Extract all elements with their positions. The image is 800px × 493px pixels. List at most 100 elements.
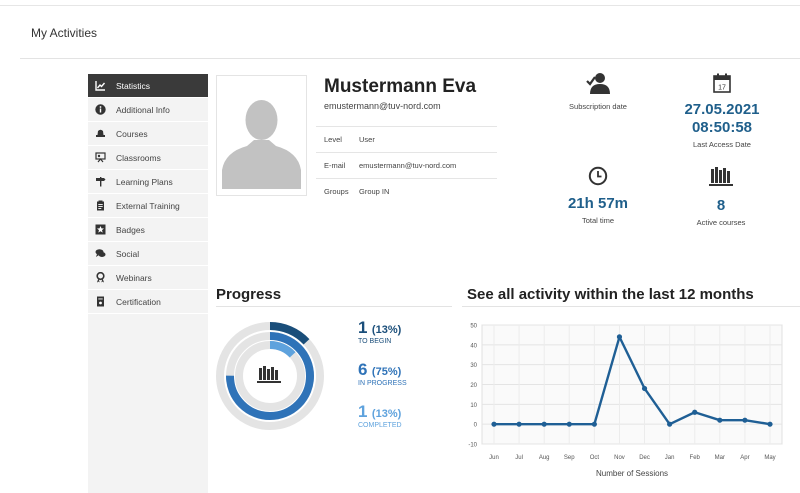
x-tick-label: Aug: [539, 455, 550, 461]
donut-arc: [235, 341, 305, 411]
svg-text:17: 17: [718, 85, 726, 92]
data-point: [616, 334, 623, 340]
info-value: Group IN: [359, 187, 390, 196]
stat-subscription-date: Subscription date: [558, 72, 638, 111]
progress-count: 1: [358, 318, 368, 337]
star-icon: [95, 224, 106, 235]
data-point: [767, 421, 773, 427]
ribbon-icon: [95, 272, 106, 283]
profile-info-table: Level User E-mail emustermann@tuv-nord.c…: [316, 126, 497, 204]
series-line: [494, 335, 771, 426]
subscription-label: Subscription date: [569, 102, 627, 111]
x-tick-label: Feb: [690, 455, 701, 461]
title-divider: [20, 58, 800, 59]
user-email: emustermann@tuv-nord.com: [324, 101, 441, 111]
y-tick-label: 10: [470, 403, 477, 409]
progress-label: COMPLETED: [358, 422, 402, 429]
sidebar-item-learning-plans[interactable]: Learning Plans: [88, 170, 208, 194]
sidebar-item-label: Webinars: [116, 272, 152, 283]
last-access-label: Last Access Date: [693, 140, 751, 149]
sidebar-item-social[interactable]: Social: [88, 242, 208, 266]
progress-percent: (13%): [371, 408, 402, 420]
progress-legend: 1 (13%) TO BEGIN 6 (75%) IN PROGRESS 1 (…: [358, 318, 407, 444]
y-tick-label: 20: [470, 383, 477, 389]
progress-item-to-begin: 1 (13%) TO BEGIN: [358, 318, 407, 346]
sidebar-item-classrooms[interactable]: Classrooms: [88, 146, 208, 170]
sidebar-item-label: External Training: [116, 200, 180, 211]
x-tick-label: Oct: [590, 455, 600, 461]
data-point: [667, 421, 673, 427]
clipboard-icon: [95, 200, 106, 211]
x-tick-label: Jan: [665, 455, 675, 461]
active-courses-label: Active courses: [696, 218, 746, 227]
stat-active-courses: 8 Active courses: [681, 166, 761, 227]
y-tick-label: 0: [474, 423, 478, 429]
sidebar-item-label: Statistics: [116, 80, 151, 91]
x-axis-label: Number of Sessions: [596, 469, 668, 478]
data-point: [541, 421, 547, 427]
sidebar-item-statistics[interactable]: Statistics: [88, 74, 208, 98]
data-point: [491, 421, 497, 427]
progress-item-completed: 1 (13%) COMPLETED: [358, 402, 407, 430]
chart-icon: [95, 80, 106, 91]
progress-count: 1: [358, 402, 368, 421]
sidebar-item-courses[interactable]: Courses: [88, 122, 208, 146]
x-tick-label: Dec: [639, 455, 650, 461]
info-value: emustermann@tuv-nord.com: [359, 161, 457, 170]
sidebar-item-label: Certification: [116, 296, 161, 307]
top-border: [0, 5, 800, 6]
courses-icon: [95, 128, 106, 139]
progress-percent: (13%): [371, 324, 402, 336]
info-key: E-mail: [324, 161, 346, 170]
y-tick-label: 30: [470, 363, 477, 369]
y-tick-label: -10: [468, 443, 477, 449]
activity-chart-container: -10 0 10 20 30 40 50 Jun Jul Aug Sep Oct Nov Dec Jan Fe…: [462, 318, 792, 483]
donut-arc: [216, 322, 324, 430]
y-tick-label: 50: [470, 324, 477, 330]
last-access-time: 08:50:58: [691, 119, 753, 136]
sidebar-item-label: Learning Plans: [116, 176, 173, 187]
info-key: Level: [324, 135, 342, 144]
info-row-level: Level User: [316, 126, 497, 152]
info-key: Groups: [324, 187, 349, 196]
sidebar-item-badges[interactable]: Badges: [88, 218, 208, 242]
stat-last-access: 17 27.05.2021 08:50:58 Last Access Date: [672, 73, 772, 149]
avatar: [216, 75, 307, 196]
total-time-label: Total time: [581, 216, 615, 225]
progress-item-in-progress: 6 (75%) IN PROGRESS: [358, 360, 407, 388]
progress-divider: [216, 306, 452, 307]
sidebar-item-webinars[interactable]: Webinars: [88, 266, 208, 290]
total-time-value: 21h 57m: [567, 195, 629, 212]
progress-title: Progress: [216, 286, 282, 303]
data-point: [566, 421, 572, 427]
sidebar-item-label: Additional Info: [116, 104, 170, 115]
x-tick-label: Apr: [740, 455, 749, 461]
x-tick-label: May: [764, 455, 775, 461]
x-tick-label: Jun: [489, 455, 499, 461]
page-title: My Activities: [31, 26, 98, 40]
sidebar-item-certification[interactable]: Certification: [88, 290, 208, 314]
info-icon: [95, 104, 106, 115]
data-point: [742, 417, 748, 423]
books-icon: [709, 167, 733, 186]
sidebar-item-external-training[interactable]: External Training: [88, 194, 208, 218]
classroom-icon: [95, 152, 106, 163]
user-check-icon: [586, 73, 610, 94]
calendar-icon: 17: [713, 73, 731, 93]
sidebar-item-additional-info[interactable]: Additional Info: [88, 98, 208, 122]
activity-divider: [462, 306, 800, 307]
signpost-icon: [95, 176, 106, 187]
data-point: [591, 421, 597, 427]
data-point: [516, 421, 522, 427]
y-tick-label: 40: [470, 343, 477, 349]
last-access-date: 27.05.2021: [684, 101, 760, 118]
active-courses-value: 8: [716, 197, 726, 214]
clock-icon: [588, 166, 608, 186]
x-tick-label: Jul: [515, 455, 523, 461]
info-row-email: E-mail emustermann@tuv-nord.com: [316, 152, 497, 178]
certificate-icon: [95, 296, 106, 307]
progress-donut-chart: [216, 322, 324, 430]
stat-total-time: 21h 57m Total time: [558, 166, 638, 225]
activity-line-chart: -10 0 10 20 30 40 50 Jun Jul Aug Sep Oct Nov Dec Jan Fe…: [468, 324, 783, 478]
info-row-groups: Groups Group IN: [316, 178, 497, 204]
